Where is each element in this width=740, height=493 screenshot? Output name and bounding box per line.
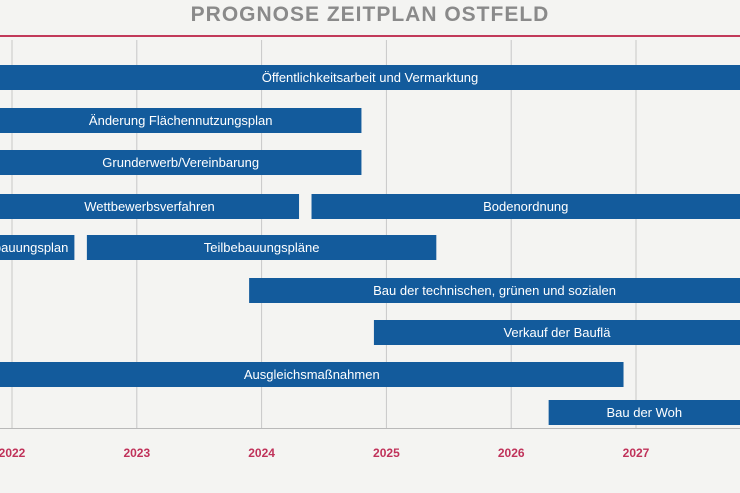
task-label: Bodenordnung — [483, 199, 568, 214]
task-bar — [0, 235, 75, 260]
task-label: Bau der Woh — [606, 405, 682, 420]
task-label: ebauungsplan — [0, 240, 68, 255]
task-label: Grunderwerb/Vereinbarung — [102, 155, 259, 170]
year-tick-label: 2027 — [623, 446, 650, 460]
task-bar — [249, 278, 740, 303]
task-label: Verkauf der Bauflä — [503, 325, 611, 340]
task-bar — [548, 400, 740, 425]
grid-lines — [11, 40, 637, 428]
task-bar — [373, 320, 740, 345]
year-tick-label: 2022 — [0, 446, 26, 460]
task-label: Öffentlichkeitsarbeit und Vermarktung — [262, 70, 479, 85]
task-label: Änderung Flächennutzungsplan — [89, 113, 273, 128]
task-bars: Öffentlichkeitsarbeit und Vermarktung Änd… — [0, 65, 740, 425]
chart-title: PROGNOSE ZEITPLAN OSTFELD — [190, 3, 550, 26]
year-axis: 2022 2023 2024 2025 2026 2027 — [0, 446, 650, 460]
year-tick-label: 2025 — [373, 446, 400, 460]
task-bar — [0, 150, 362, 175]
year-tick-label: 2026 — [498, 446, 525, 460]
task-label: Ausgleichsmaßnahmen — [244, 367, 380, 382]
year-tick-label: 2023 — [123, 446, 150, 460]
task-bar — [86, 235, 437, 260]
task-bar — [0, 194, 300, 219]
task-label: Teilbebauungspläne — [204, 240, 320, 255]
year-tick-label: 2024 — [248, 446, 275, 460]
title-divider — [0, 35, 740, 37]
task-bar — [0, 65, 740, 90]
x-axis-line — [0, 428, 740, 429]
task-bar — [311, 194, 740, 219]
task-label: Wettbewerbsverfahren — [84, 199, 215, 214]
task-bar — [0, 108, 362, 133]
task-label: Bau der technischen, grünen und sozialen — [373, 283, 616, 298]
task-bar — [0, 362, 624, 387]
